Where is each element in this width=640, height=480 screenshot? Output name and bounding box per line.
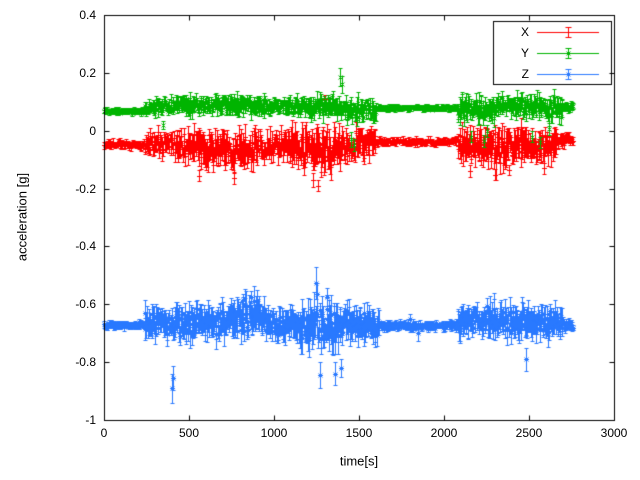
x-axis-label: time[s] xyxy=(339,453,379,469)
x-tick-label: 0 xyxy=(100,426,108,440)
x-tick-label: 1500 xyxy=(345,426,373,440)
y-tick-label: -0.8 xyxy=(75,355,96,370)
y-tick-label: 0 xyxy=(89,123,96,138)
y-tick-label: 0.2 xyxy=(79,65,96,80)
x-tick-label: 3000 xyxy=(600,426,628,440)
legend-label-Y: Y xyxy=(520,46,529,60)
x-tick-label: 2000 xyxy=(430,426,458,440)
y-tick-label: 0.4 xyxy=(79,8,96,22)
y-tick-label: -1 xyxy=(85,413,96,427)
y-tick-label: -0.6 xyxy=(75,297,96,312)
legend-label-X: X xyxy=(520,25,529,39)
x-tick-label: 2500 xyxy=(515,426,543,440)
y-tick-label: -0.2 xyxy=(75,181,96,196)
legend-label-Z: Z xyxy=(521,67,529,81)
y-tick-label: -0.4 xyxy=(75,239,96,254)
x-tick-label: 1000 xyxy=(260,426,288,440)
y-axis-label: acceleration [g] xyxy=(14,172,30,262)
x-tick-label: 500 xyxy=(178,426,200,440)
